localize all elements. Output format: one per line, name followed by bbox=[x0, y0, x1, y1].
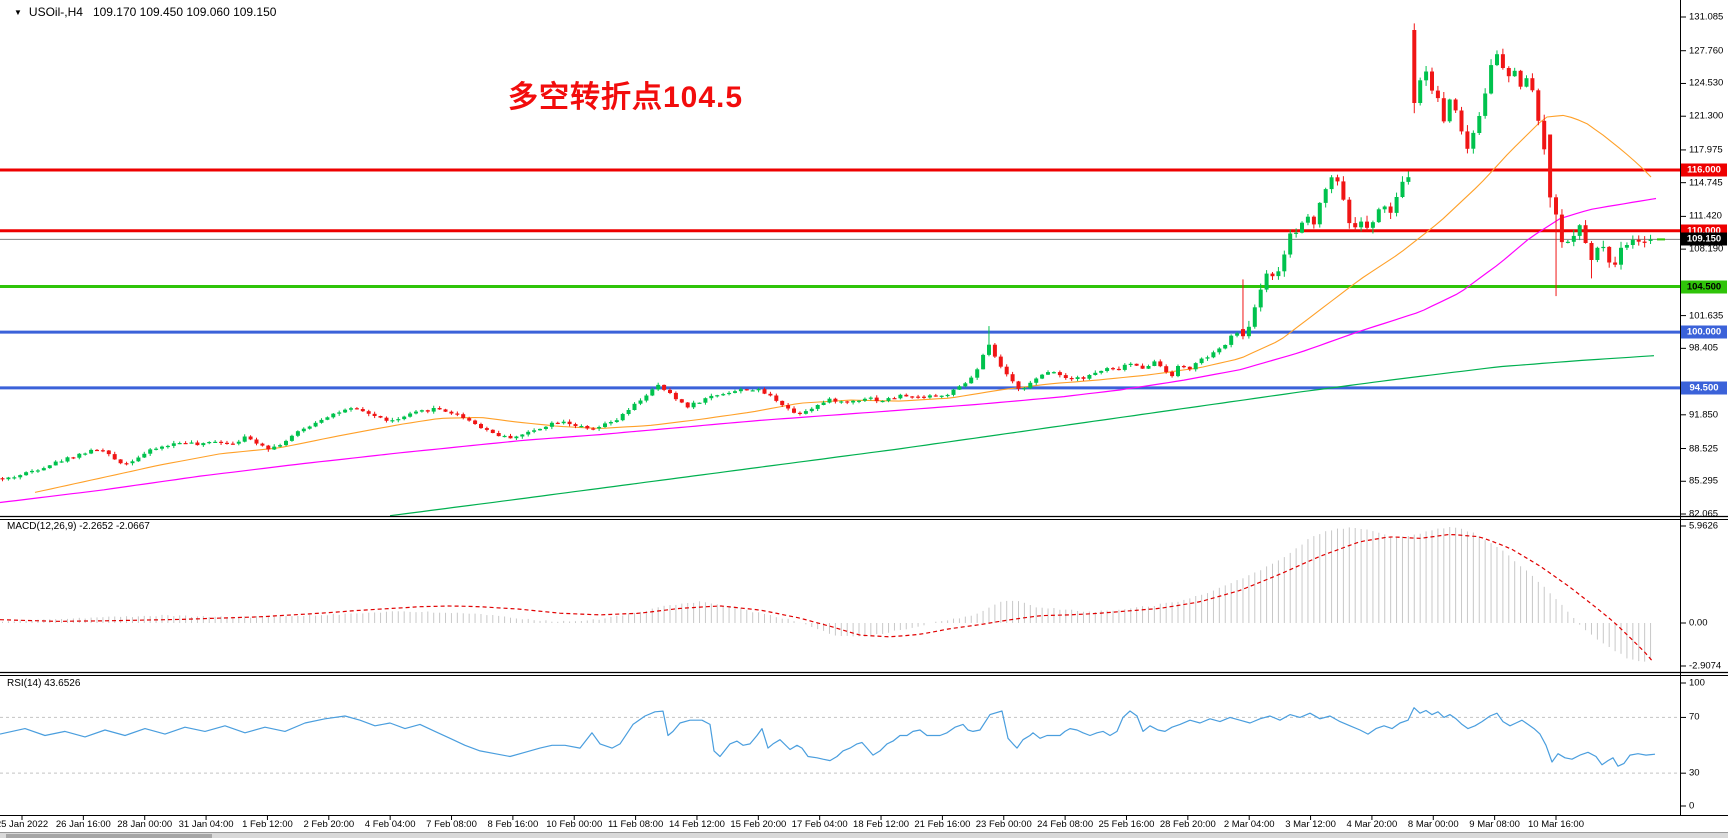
macd-histogram bbox=[2, 527, 1652, 662]
price-level-badge[interactable]: 100.000 bbox=[1681, 325, 1727, 339]
rsi-tick-label: 70 bbox=[1689, 711, 1700, 723]
time-tick-label: 10 Feb 00:00 bbox=[546, 819, 603, 830]
time-tick-label: 8 Mar 00:00 bbox=[1407, 819, 1459, 830]
price-level-badge[interactable]: 116.000 bbox=[1681, 163, 1727, 177]
chart-title: ▼ USOil-,H4 109.170 109.450 109.060 109.15… bbox=[14, 5, 276, 19]
scrollbar-thumb[interactable] bbox=[6, 834, 212, 838]
price-tick-label: 88.525 bbox=[1689, 443, 1719, 455]
price-tick-label: 131.085 bbox=[1689, 11, 1724, 23]
time-tick-label: 23 Feb 00:00 bbox=[975, 819, 1032, 830]
time-tick-label: 3 Mar 12:00 bbox=[1285, 819, 1336, 830]
time-tick-label: 15 Feb 20:00 bbox=[730, 819, 787, 830]
horizontal-scrollbar[interactable] bbox=[0, 832, 1728, 838]
ma-mid-magenta bbox=[0, 197, 1657, 504]
price-level-badge[interactable]: 94.500 bbox=[1681, 381, 1727, 395]
time-tick-label: 21 Feb 16:00 bbox=[914, 819, 971, 830]
time-tick-label: 11 Feb 08:00 bbox=[607, 819, 664, 830]
rsi-tick-label: 0 bbox=[1689, 800, 1695, 812]
time-tick-label: 8 Feb 16:00 bbox=[487, 819, 539, 830]
price-tick-label: 82.065 bbox=[1689, 508, 1719, 520]
price-tick-label: 127.760 bbox=[1689, 45, 1724, 57]
time-tick-label: 25 Feb 16:00 bbox=[1098, 819, 1155, 830]
time-tick-label: 17 Feb 04:00 bbox=[791, 819, 848, 830]
time-tick-label: 2 Feb 20:00 bbox=[303, 819, 355, 830]
price-tick-label: 111.420 bbox=[1689, 210, 1722, 222]
price-tick-label: 91.850 bbox=[1689, 409, 1719, 421]
ohlc-quote-label: 109.170 109.450 109.060 109.150 bbox=[92, 5, 277, 19]
time-tick-label: 26 Jan 16:00 bbox=[55, 819, 111, 830]
macd-signal-line bbox=[0, 533, 1653, 661]
time-tick-label: 1 Feb 12:00 bbox=[242, 819, 293, 830]
time-tick-label: 2 Mar 04:00 bbox=[1223, 819, 1275, 830]
time-tick-label: 9 Mar 08:00 bbox=[1469, 819, 1520, 830]
ma-fast-orange bbox=[34, 114, 1652, 493]
macd-indicator-label: MACD(12,26,9) -2.2652 -2.0667 bbox=[7, 521, 150, 532]
rsi-indicator-label: RSI(14) 43.6526 bbox=[7, 678, 81, 689]
price-tick-label: 98.405 bbox=[1689, 342, 1719, 354]
time-tick-label: 24 Feb 08:00 bbox=[1037, 819, 1094, 830]
price-tick-label: 108.190 bbox=[1689, 243, 1724, 255]
symbol-dropdown-icon[interactable]: ▼ bbox=[14, 8, 22, 17]
time-tick-label: 14 Feb 12:00 bbox=[668, 819, 725, 830]
price-tick-label: 121.300 bbox=[1689, 110, 1724, 122]
time-tick-label: 4 Feb 04:00 bbox=[364, 819, 416, 830]
time-tick-label: 18 Feb 12:00 bbox=[853, 819, 910, 830]
time-tick-label: 7 Feb 08:00 bbox=[426, 819, 477, 830]
price-tick-label: 101.635 bbox=[1689, 310, 1724, 322]
current-price-badge[interactable]: 109.150 bbox=[1681, 232, 1727, 246]
price-tick-label: 85.295 bbox=[1689, 475, 1719, 487]
rsi-line bbox=[0, 707, 1656, 767]
candles-group bbox=[0, 23, 1653, 482]
rsi-tick-label: 100 bbox=[1689, 677, 1705, 689]
time-tick-label: 31 Jan 04:00 bbox=[178, 819, 234, 830]
price-tick-label: 124.530 bbox=[1689, 77, 1724, 89]
time-tick-label: 28 Jan 00:00 bbox=[117, 819, 173, 830]
macd-tick-label: 5.9626 bbox=[1689, 520, 1719, 532]
rsi-tick-label: 30 bbox=[1689, 767, 1700, 779]
ma-slow-green bbox=[389, 355, 1655, 517]
time-tick-label: 28 Feb 20:00 bbox=[1159, 819, 1216, 830]
price-level-badge[interactable]: 104.500 bbox=[1681, 280, 1727, 294]
annotation-text[interactable]: 多空转折点104.5 bbox=[508, 81, 744, 114]
time-tick-label: 25 Jan 2022 bbox=[0, 819, 49, 830]
macd-tick-label: 0.00 bbox=[1689, 617, 1708, 629]
symbol-timeframe-label: USOil-,H4 bbox=[28, 5, 83, 19]
time-tick-label: 4 Mar 20:00 bbox=[1346, 819, 1398, 830]
price-tick-label: 117.975 bbox=[1689, 144, 1723, 156]
macd-tick-label: -2.9074 bbox=[1689, 660, 1722, 672]
price-tick-label: 114.745 bbox=[1689, 177, 1723, 189]
time-tick-label: 10 Mar 16:00 bbox=[1528, 819, 1584, 830]
